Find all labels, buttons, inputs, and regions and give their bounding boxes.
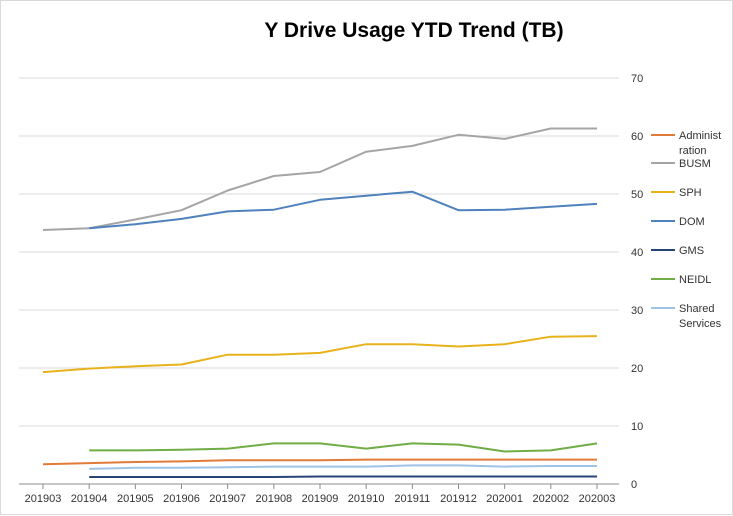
- y-tick-label: 30: [631, 305, 643, 317]
- x-tick-label: 201912: [440, 493, 477, 505]
- y-axis-ticks: 0 10 20 30 40 50 60 70: [631, 73, 643, 491]
- legend-label-gms: GMS: [679, 245, 704, 257]
- legend-label-shared-services: Shared Services: [679, 303, 722, 330]
- y-tick-label: 0: [631, 479, 637, 491]
- x-tick-label: 201908: [255, 493, 292, 505]
- series-line-administ-ration: [42, 458, 597, 466]
- x-axis-ticks: 201903 201904 201905 201906 201907 201908 2019…: [25, 484, 616, 505]
- x-tick-label: 201907: [209, 493, 246, 505]
- y-tick-label: 20: [631, 363, 643, 375]
- series-lines: [42, 127, 598, 478]
- x-tick-label: 202002: [532, 493, 569, 505]
- legend-label-administ-ration: Administ ration: [679, 130, 721, 157]
- series-line-shared-services: [89, 464, 597, 470]
- x-tick-label: 201911: [394, 493, 430, 505]
- x-tick-label: 201904: [71, 493, 108, 505]
- gridlines: [19, 77, 619, 485]
- x-tick-label: 201905: [117, 493, 154, 505]
- x-tick-label: 201910: [348, 493, 385, 505]
- series-line-busm: [42, 127, 597, 231]
- x-tick-label: 202003: [579, 493, 616, 505]
- series-line-gms: [89, 475, 597, 478]
- legend-label-dom: DOM: [679, 216, 705, 228]
- y-tick-label: 50: [631, 189, 643, 201]
- chart-title: Y Drive Usage YTD Trend (TB): [264, 19, 563, 42]
- legend-label-busm: BUSM: [679, 158, 711, 170]
- legend-label-neidl: NEIDL: [679, 274, 711, 286]
- legend-label-sph: SPH: [679, 187, 702, 199]
- y-tick-label: 60: [631, 131, 643, 143]
- series-line-sph: [42, 335, 598, 374]
- x-tick-label: 201909: [302, 493, 339, 505]
- y-tick-label: 10: [631, 421, 643, 433]
- x-tick-label: 202001: [486, 493, 523, 505]
- y-tick-label: 70: [631, 73, 643, 85]
- x-tick-label: 201903: [25, 493, 62, 505]
- y-tick-label: 40: [631, 247, 643, 259]
- series-line-dom: [89, 190, 598, 230]
- series-line-neidl: [89, 442, 598, 453]
- x-tick-label: 201906: [163, 493, 200, 505]
